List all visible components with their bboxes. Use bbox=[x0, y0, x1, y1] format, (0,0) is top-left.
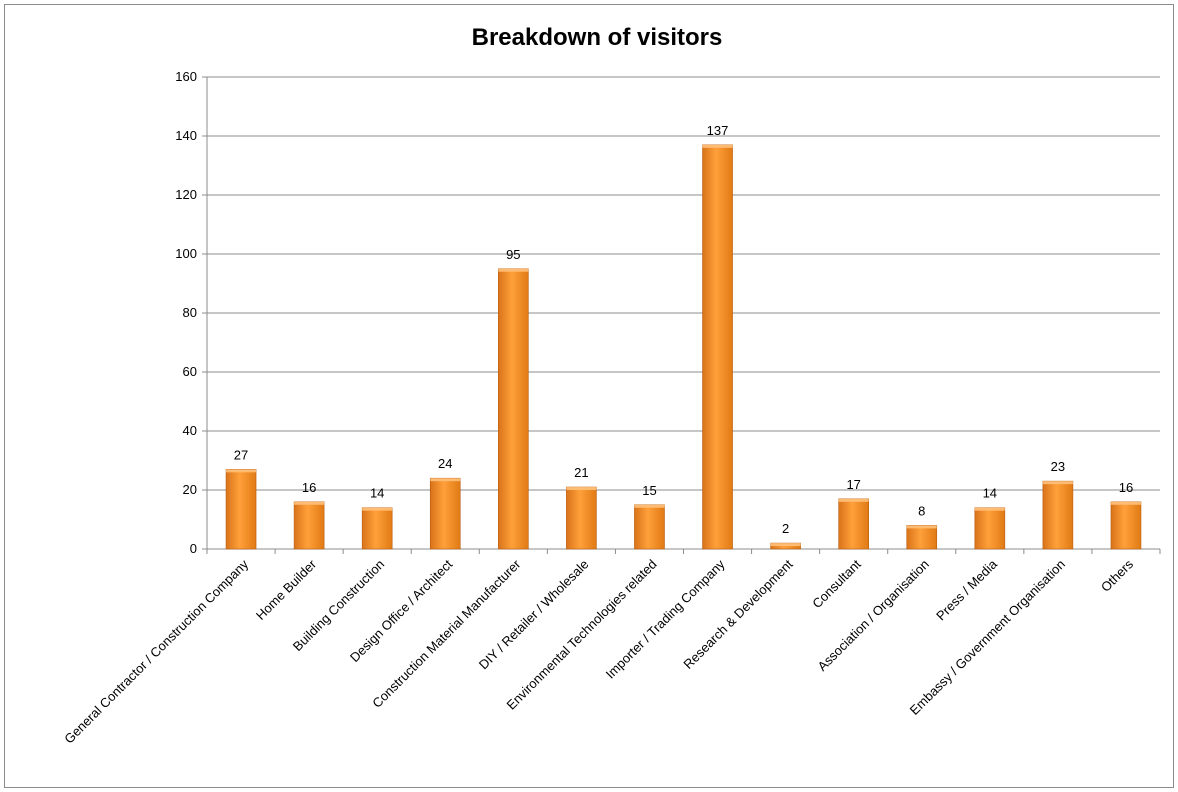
data-label: 23 bbox=[1051, 459, 1065, 474]
chart-title: Breakdown of visitors bbox=[472, 24, 723, 51]
chart-frame: Breakdown of visitors 0 20 40 60 80 100 120 140… bbox=[4, 4, 1174, 788]
data-label: 14 bbox=[370, 486, 384, 501]
y-tick-label: 80 bbox=[183, 305, 197, 320]
bar-cap bbox=[226, 469, 257, 473]
data-label: 14 bbox=[983, 486, 997, 501]
bar-cap bbox=[498, 268, 529, 272]
bar bbox=[225, 469, 257, 550]
bar bbox=[1042, 480, 1074, 550]
y-axis-ticks: 0 20 40 60 80 100 120 140 160 bbox=[175, 69, 197, 556]
y-tick-label: 160 bbox=[175, 69, 197, 84]
bar bbox=[1110, 501, 1142, 550]
data-label: 16 bbox=[1119, 480, 1133, 495]
data-label: 95 bbox=[506, 247, 520, 262]
x-tick-label: Consultant bbox=[809, 556, 864, 611]
y-tick-label: 140 bbox=[175, 128, 197, 143]
bar-chart: Breakdown of visitors 020406080100120140… bbox=[61, 24, 1161, 746]
x-tick-label: Embassy / Government Organisation bbox=[907, 557, 1068, 718]
x-tick-label: Environmental Technologies related bbox=[504, 557, 660, 713]
x-tick-label: Importer / Trading Company bbox=[603, 556, 728, 681]
y-tick-label: 40 bbox=[183, 423, 197, 438]
bar bbox=[293, 501, 325, 550]
bar bbox=[838, 498, 869, 550]
x-axis-labels: General Contractor / Construction Compan… bbox=[61, 556, 1136, 746]
data-labels: 27 16 14 24 95 21 15 137 2 17 8 14 23 16 bbox=[234, 123, 1133, 536]
y-tick-label: 60 bbox=[183, 364, 197, 379]
data-label: 27 bbox=[234, 447, 248, 462]
bar-cap bbox=[770, 543, 801, 547]
bar bbox=[566, 486, 597, 550]
x-tick-label: Association / Organisation bbox=[814, 557, 931, 674]
bar-cap bbox=[1110, 501, 1141, 505]
bar bbox=[974, 507, 1006, 550]
bar-cap bbox=[838, 498, 869, 502]
data-label: 21 bbox=[574, 465, 588, 480]
data-label: 16 bbox=[302, 480, 316, 495]
data-label: 17 bbox=[846, 477, 860, 492]
x-tick-label: Others bbox=[1098, 556, 1137, 595]
bar bbox=[634, 504, 665, 550]
x-tick-label: Press / Media bbox=[933, 556, 1000, 623]
x-tick-label: General Contractor / Construction Compan… bbox=[61, 556, 251, 746]
x-tick-label: Construction Material Manufacturer bbox=[369, 556, 524, 711]
bar-cap bbox=[294, 501, 325, 505]
bar-cap bbox=[430, 478, 461, 482]
data-label: 24 bbox=[438, 456, 452, 471]
data-label: 8 bbox=[918, 503, 925, 518]
bar bbox=[498, 268, 529, 550]
bar-cap bbox=[906, 525, 937, 529]
y-tick-label: 100 bbox=[175, 246, 197, 261]
y-tick-label: 20 bbox=[183, 482, 197, 497]
x-tick-label: DIY / Retailer / Wholesale bbox=[476, 557, 592, 673]
data-label: 137 bbox=[707, 123, 729, 138]
bar bbox=[906, 525, 938, 550]
bar bbox=[361, 507, 393, 550]
bar bbox=[702, 144, 733, 550]
bar-cap bbox=[1042, 481, 1073, 485]
bar bbox=[429, 477, 461, 550]
y-tick-label: 120 bbox=[175, 187, 197, 202]
x-tick-label: Research & Development bbox=[680, 556, 796, 672]
bar-cap bbox=[362, 507, 393, 511]
data-label: 15 bbox=[642, 483, 656, 498]
y-tick-label: 0 bbox=[190, 541, 197, 556]
x-tick-label: Home Builder bbox=[253, 556, 320, 623]
data-label: 2 bbox=[782, 521, 789, 536]
bar-cap bbox=[566, 487, 597, 491]
bars bbox=[225, 144, 1142, 550]
bar-cap bbox=[702, 144, 733, 148]
bar-cap bbox=[634, 504, 665, 508]
gridlines bbox=[202, 76, 1161, 554]
bar-cap bbox=[974, 507, 1005, 511]
